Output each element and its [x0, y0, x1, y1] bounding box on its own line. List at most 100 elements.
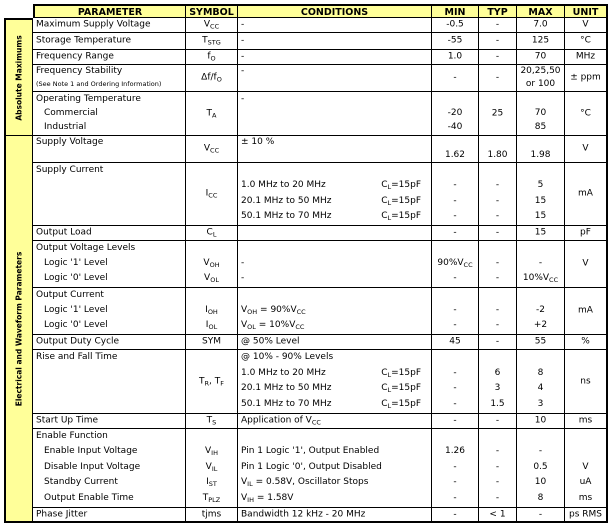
- param-value: Phase Jitter: [36, 509, 88, 519]
- cell-min: 45: [432, 335, 479, 350]
- unit-value: uA: [579, 477, 592, 488]
- conditions-value: VOH = 90%VCC: [241, 305, 306, 316]
- param-value: Frequency Stability: [36, 66, 123, 76]
- conditions-value: Application of VCC: [241, 415, 321, 427]
- max-value: 0.5: [533, 461, 548, 472]
- cell-conditions: Bandwidth 12 kHz - 20 MHz: [238, 508, 432, 523]
- min-value: 45: [449, 336, 461, 347]
- cell-min: -55: [432, 33, 479, 50]
- cell-max: -2 +2: [517, 288, 565, 335]
- max-value: -: [538, 446, 543, 457]
- symbol-value: ICC: [205, 188, 218, 200]
- cell-symbol: VOH VOL: [186, 241, 238, 288]
- unit-value: ps RMS: [569, 509, 602, 519]
- cell-conditions: -: [238, 50, 432, 65]
- max-value: or 100: [525, 78, 556, 89]
- cell-param: Phase Jitter: [33, 508, 186, 523]
- typ-value: 25: [491, 108, 504, 118]
- symbol-value: TA: [206, 108, 217, 119]
- cell-typ: -: [479, 18, 517, 33]
- typ-value: [479, 429, 516, 444]
- typ-value: -: [495, 195, 500, 206]
- typ-value: [479, 163, 516, 178]
- max-value: [517, 136, 564, 149]
- header-max: MAX: [517, 4, 565, 18]
- unit-value: [565, 429, 606, 444]
- param-value: Disable Input Voltage: [44, 461, 141, 472]
- header-unit: UNIT: [565, 4, 608, 18]
- param-value: Standby Current: [44, 477, 118, 488]
- symbol-value: VOH: [203, 258, 220, 269]
- frequency-range: 20.1 MHz to 50 MHz: [241, 383, 332, 393]
- cell-typ: -: [479, 33, 517, 50]
- max-value: 15: [534, 195, 547, 206]
- typ-value: 1.80: [487, 149, 508, 160]
- symbol-value: VCC: [203, 143, 220, 155]
- load-capacitance: CL=15pF: [381, 398, 421, 410]
- conditions-value: [241, 227, 431, 240]
- min-value: -: [453, 210, 457, 221]
- cell-typ: -: [479, 65, 517, 92]
- condition-pair: 1.0 MHz to 20 MHz CL=15pF: [241, 366, 431, 382]
- cell-typ: --: [479, 288, 517, 335]
- conditions-value: -: [241, 51, 245, 62]
- param-value: Logic '0' Level: [44, 273, 108, 283]
- cell-unit: pF: [565, 226, 608, 241]
- unit-value: MHz: [575, 51, 596, 62]
- cell-typ: 1.80: [479, 136, 517, 163]
- max-value: [517, 241, 564, 256]
- param-value: Operating Temperature: [36, 94, 141, 104]
- cell-symbol: fO: [186, 50, 238, 65]
- typ-value: -: [495, 415, 500, 426]
- cell-conditions: ± 10 %: [238, 136, 432, 163]
- symbol-value: VIH: [205, 446, 218, 458]
- param-value: Commercial: [44, 108, 98, 118]
- cell-conditions: Application of VCC: [238, 414, 432, 429]
- conditions-value: [241, 163, 431, 178]
- cell-conditions: -: [238, 65, 432, 92]
- symbol-value: VIL: [205, 461, 218, 473]
- cell-max: 1.98: [517, 136, 565, 163]
- cell-max: 125: [517, 33, 565, 50]
- min-value: -: [453, 398, 457, 409]
- header-min: MIN: [432, 4, 479, 18]
- cell-conditions: @ 10% - 90% Levels 1.0 MHz to 20 MHz CL=15…: [238, 350, 432, 414]
- typ-value: -: [495, 19, 500, 30]
- symbol-value: IOH: [205, 305, 218, 316]
- param-value: Enable Input Voltage: [44, 446, 138, 457]
- param-value: Enable Function: [36, 431, 108, 441]
- max-value: 3: [537, 398, 544, 409]
- min-value: -20: [447, 108, 463, 118]
- min-value: -: [453, 367, 457, 378]
- typ-value: -: [495, 72, 500, 83]
- load-capacitance: CL=15pF: [381, 367, 421, 379]
- cell-min: 1.62: [432, 136, 479, 163]
- cell-symbol: CL: [186, 226, 238, 241]
- condition-pair: 50.1 MHz to 70 MHz CL=15pF: [241, 397, 431, 413]
- cell-max: 8 4 3: [517, 350, 565, 414]
- cell-typ: -: [479, 414, 517, 429]
- unit-value: mA: [578, 305, 593, 316]
- symbol-value: VOL: [204, 273, 219, 284]
- max-value: 10: [534, 415, 547, 426]
- cell-unit: V: [565, 136, 608, 163]
- cell-typ: -: [479, 226, 517, 241]
- max-value: 10: [534, 477, 547, 488]
- symbol-value: [186, 288, 237, 303]
- header-symbol: SYMBOL: [186, 4, 238, 18]
- cell-param: Output Current Logic '1' Level Logic '0' L…: [33, 288, 186, 335]
- typ-value: -: [495, 336, 500, 347]
- cell-conditions: -: [238, 92, 432, 136]
- typ-value: 1.5: [490, 398, 505, 409]
- cell-min: 90%VCC -: [432, 241, 479, 288]
- min-value: [432, 288, 478, 303]
- cell-unit: V: [565, 18, 608, 33]
- min-value: [432, 163, 478, 178]
- cell-param: Frequency Range: [33, 50, 186, 65]
- cell-max: 5 15 15: [517, 163, 565, 226]
- max-value: 4: [537, 383, 544, 393]
- cell-symbol: ICC: [186, 163, 238, 226]
- param-value: Supply Current: [36, 165, 104, 175]
- cell-symbol: TR, TF: [186, 350, 238, 414]
